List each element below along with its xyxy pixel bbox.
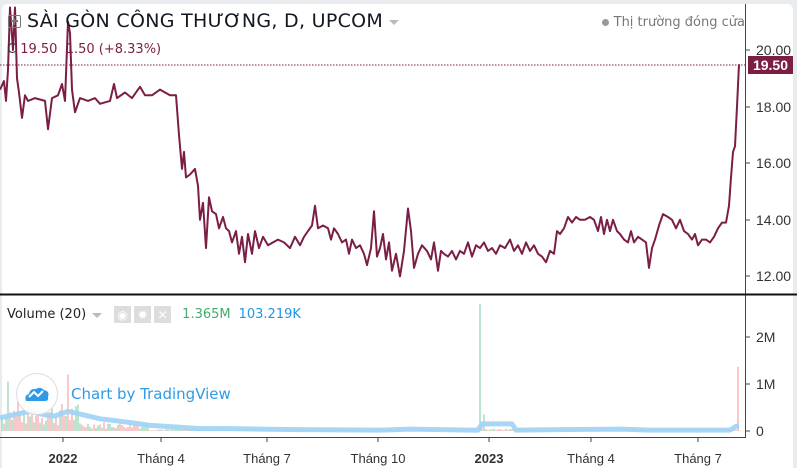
change-percent: (+8.33%) xyxy=(98,42,162,57)
chevron-down-icon[interactable] xyxy=(92,313,103,318)
time-tick-label: Tháng 4 xyxy=(137,451,185,466)
time-tick-label: Tháng 4 xyxy=(567,451,615,466)
volume-legend[interactable]: Volume (20) ◉ ✹ ✕ 1.365M 103.219K xyxy=(7,306,301,323)
symbol-title: SÀI GÒN CÔNG THƯƠNG, D, UPCOM xyxy=(27,10,384,32)
tradingview-logo-icon xyxy=(16,373,58,415)
volume-indicator-name: Volume (20) xyxy=(7,307,87,322)
close-value: 19.50 xyxy=(20,42,58,57)
gear-icon[interactable]: ✹ xyxy=(134,306,152,323)
chevron-down-icon[interactable] xyxy=(389,19,400,25)
time-tick-label: 2023 xyxy=(474,451,504,466)
volume-tick-label: 2M xyxy=(756,329,776,345)
volume-ma-value: 103.219K xyxy=(238,307,301,322)
last-price-tag: 19.50 xyxy=(748,56,793,74)
ohlc-values: C 19.50 1.50 (+8.33%) xyxy=(7,42,161,57)
time-tick-label: Tháng 7 xyxy=(243,451,291,466)
price-tick-label: 18.00 xyxy=(756,99,792,115)
close-label: C xyxy=(7,42,17,57)
time-tick-label: Tháng 10 xyxy=(350,451,406,466)
price-line-series xyxy=(0,6,740,278)
time-tick-label: 2022 xyxy=(48,451,78,466)
market-status: Thị trường đóng cửa xyxy=(601,15,745,30)
tradingview-watermark[interactable]: Chart by TradingView xyxy=(16,373,231,415)
change-value: 1.50 xyxy=(65,42,95,57)
chart-frame xyxy=(2,4,793,468)
volume-tick-label: 0 xyxy=(756,423,764,439)
volume-ma-line xyxy=(0,408,740,433)
close-icon[interactable]: ✕ xyxy=(154,306,172,323)
price-tick-label: 20.00 xyxy=(756,42,792,58)
watermark-text: Chart by TradingView xyxy=(71,385,231,403)
market-status-text: Thị trường đóng cửa xyxy=(613,15,745,30)
status-dot-icon xyxy=(601,19,609,26)
volume-value: 1.365M xyxy=(182,307,231,322)
price-tick-label: 16.00 xyxy=(756,155,792,171)
price-tick-label: 12.00 xyxy=(756,268,792,284)
expand-plus-icon[interactable] xyxy=(8,14,21,28)
time-tick-label: Tháng 7 xyxy=(674,451,722,466)
price-tick-label: 14.00 xyxy=(756,212,792,228)
eye-icon[interactable]: ◉ xyxy=(114,306,132,323)
symbol-legend[interactable]: SÀI GÒN CÔNG THƯƠNG, D, UPCOM xyxy=(8,10,400,32)
volume-tick-label: 1M xyxy=(756,376,776,392)
